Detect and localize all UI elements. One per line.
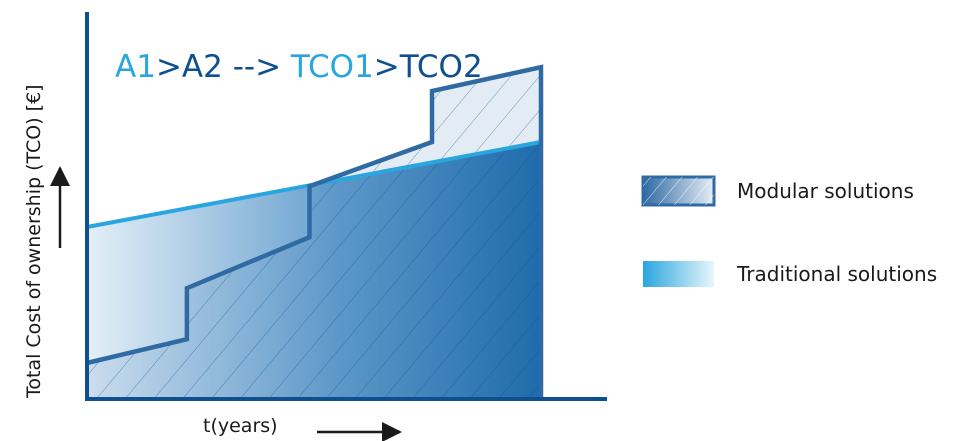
headline-tco1: TCO1	[290, 49, 374, 85]
modular-area-hatch	[87, 67, 541, 397]
modular-series-line	[86, 64, 544, 397]
legend-label-traditional: Traditional solutions	[736, 262, 937, 286]
headline-tco2: TCO2	[399, 49, 483, 85]
y-axis-label: Total Cost of ownership (TCO) [€]	[23, 84, 45, 399]
legend: Modular solutions Traditional solutions	[641, 175, 937, 287]
legend-swatch-traditional	[643, 261, 714, 287]
legend-item-modular: Modular solutions	[641, 175, 914, 207]
headline-gt2: >	[374, 49, 400, 85]
legend-swatch-hatch	[643, 177, 714, 205]
headline-gt1: >	[156, 49, 182, 85]
headline-a2: A2 -->	[182, 49, 291, 85]
legend-label-modular: Modular solutions	[737, 179, 914, 203]
headline: A1>A2 --> TCO1>TCO2	[115, 49, 483, 85]
legend-item-traditional: Traditional solutions	[643, 261, 937, 287]
headline-a1: A1	[115, 49, 156, 85]
x-axis-label: t(years)	[203, 415, 278, 437]
plot-area	[86, 64, 544, 397]
